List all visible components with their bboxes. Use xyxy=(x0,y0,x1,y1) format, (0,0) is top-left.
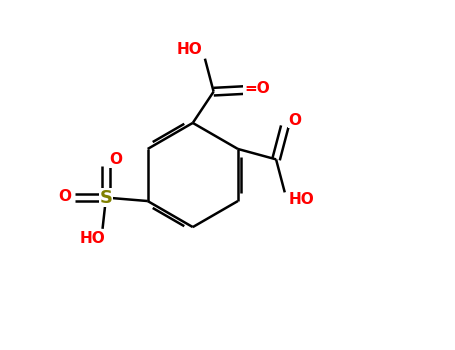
Text: HO: HO xyxy=(177,42,202,57)
Text: O: O xyxy=(288,113,302,128)
Text: O: O xyxy=(109,152,122,167)
Text: HO: HO xyxy=(288,192,314,207)
Text: =O: =O xyxy=(244,81,270,96)
Text: O: O xyxy=(58,189,71,204)
Text: HO: HO xyxy=(79,231,105,246)
Text: S: S xyxy=(100,189,112,206)
